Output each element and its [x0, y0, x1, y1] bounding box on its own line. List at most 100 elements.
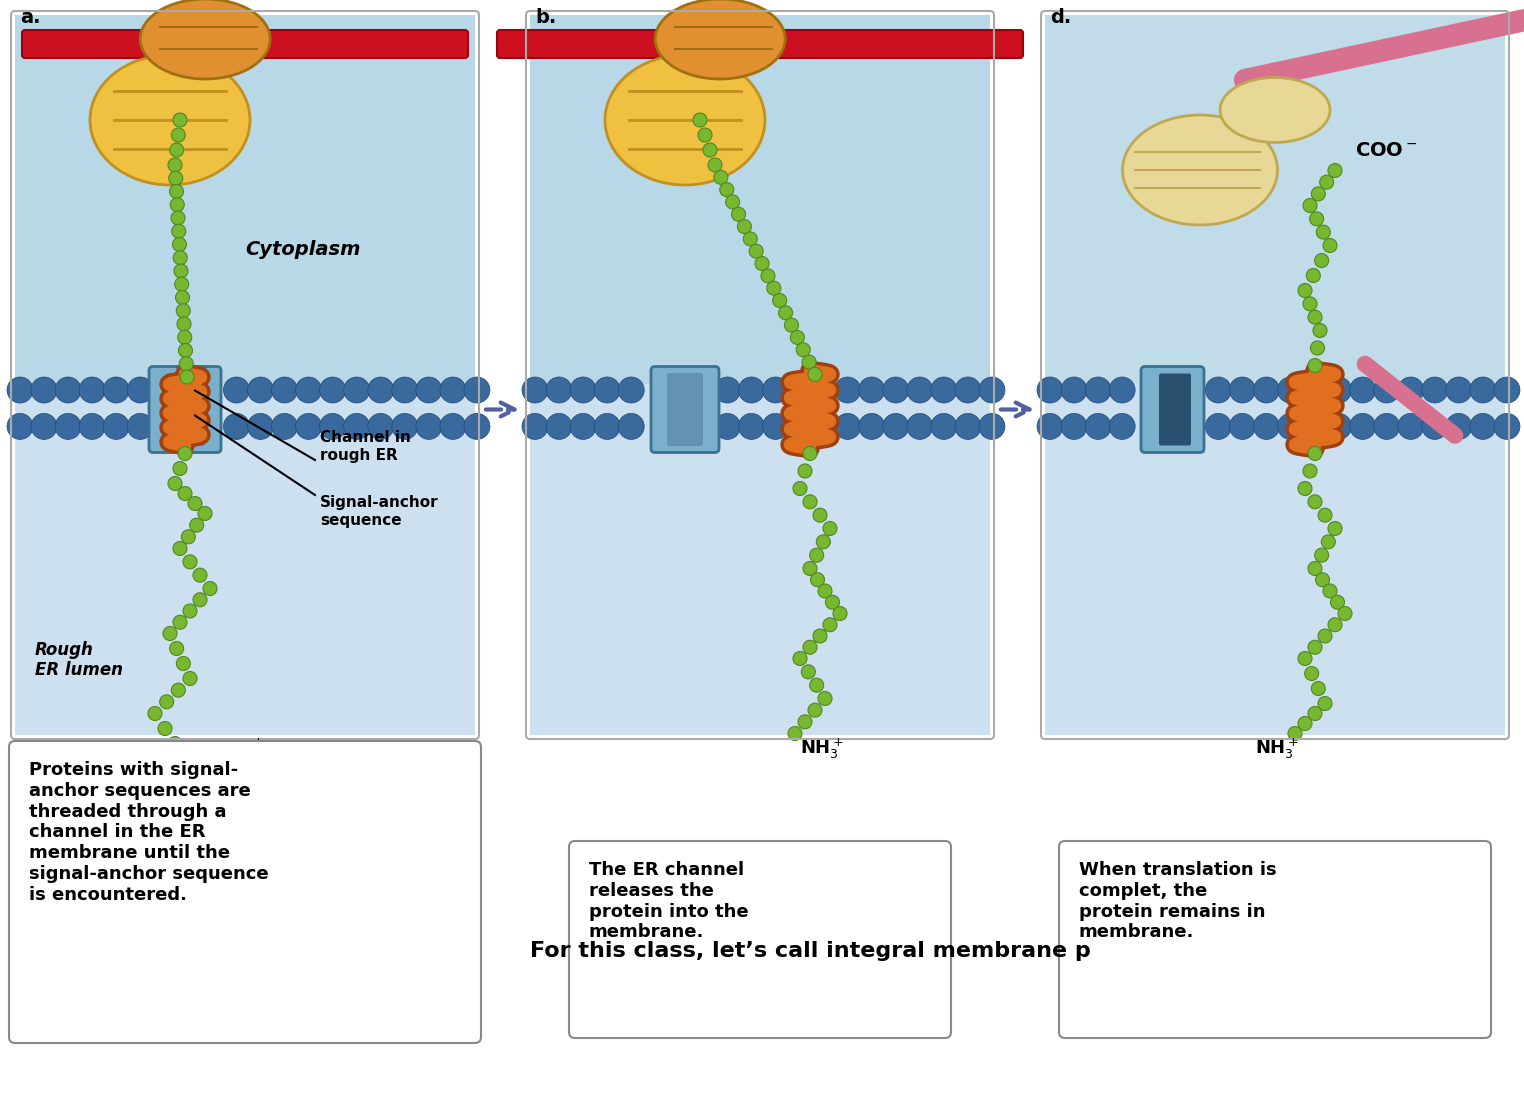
Text: Rough: Rough	[35, 641, 94, 659]
Circle shape	[698, 128, 712, 142]
Text: Channel in: Channel in	[320, 430, 411, 446]
Ellipse shape	[90, 55, 250, 185]
Circle shape	[183, 604, 197, 618]
Circle shape	[126, 377, 154, 403]
Circle shape	[247, 377, 273, 403]
Circle shape	[788, 726, 802, 740]
Circle shape	[160, 695, 174, 708]
Circle shape	[1298, 716, 1312, 730]
Circle shape	[1085, 414, 1111, 439]
Circle shape	[792, 482, 808, 495]
Circle shape	[812, 629, 828, 644]
Circle shape	[55, 414, 81, 439]
FancyBboxPatch shape	[165, 374, 206, 446]
Circle shape	[1109, 414, 1135, 439]
Text: sequence: sequence	[320, 513, 402, 528]
Circle shape	[180, 370, 194, 384]
Circle shape	[180, 356, 194, 371]
Circle shape	[416, 377, 442, 403]
Circle shape	[882, 377, 908, 403]
Text: For this class, let’s call integral membrane p: For this class, let’s call integral memb…	[530, 940, 1091, 961]
Circle shape	[693, 113, 707, 127]
Circle shape	[858, 414, 885, 439]
Circle shape	[767, 282, 780, 295]
Circle shape	[416, 414, 442, 439]
Circle shape	[1320, 175, 1334, 189]
Circle shape	[1315, 253, 1329, 267]
Circle shape	[30, 414, 56, 439]
Circle shape	[1326, 377, 1352, 403]
Circle shape	[750, 244, 764, 258]
Circle shape	[1314, 323, 1327, 338]
Circle shape	[523, 414, 549, 439]
Circle shape	[1311, 341, 1324, 355]
Circle shape	[725, 195, 739, 209]
Circle shape	[392, 377, 418, 403]
Circle shape	[823, 521, 837, 536]
Circle shape	[189, 518, 204, 532]
FancyBboxPatch shape	[1059, 842, 1490, 1038]
Circle shape	[811, 377, 837, 403]
Circle shape	[1308, 706, 1321, 721]
Circle shape	[785, 318, 799, 332]
Circle shape	[1061, 414, 1087, 439]
Circle shape	[818, 584, 832, 598]
Circle shape	[463, 377, 489, 403]
Circle shape	[808, 703, 821, 717]
Circle shape	[1253, 414, 1280, 439]
Circle shape	[1301, 377, 1327, 403]
Circle shape	[183, 671, 197, 685]
Circle shape	[1230, 414, 1256, 439]
Ellipse shape	[1221, 77, 1330, 143]
Circle shape	[703, 143, 716, 157]
Circle shape	[773, 294, 786, 308]
Circle shape	[296, 414, 322, 439]
Circle shape	[931, 414, 957, 439]
Circle shape	[1422, 377, 1448, 403]
Text: d.: d.	[1050, 8, 1071, 28]
Circle shape	[1253, 377, 1280, 403]
Circle shape	[320, 377, 346, 403]
Circle shape	[546, 377, 572, 403]
Circle shape	[183, 554, 197, 569]
Circle shape	[792, 651, 808, 666]
Circle shape	[1308, 495, 1321, 509]
Circle shape	[271, 414, 297, 439]
Circle shape	[1205, 414, 1231, 439]
Circle shape	[1309, 212, 1324, 226]
Circle shape	[1308, 310, 1321, 324]
Circle shape	[1446, 377, 1472, 403]
FancyBboxPatch shape	[1045, 15, 1506, 384]
Circle shape	[1277, 414, 1303, 439]
Circle shape	[1398, 377, 1423, 403]
Circle shape	[744, 232, 757, 246]
Circle shape	[344, 414, 370, 439]
Circle shape	[732, 207, 745, 221]
Circle shape	[174, 251, 187, 265]
Circle shape	[882, 414, 908, 439]
Circle shape	[1109, 377, 1135, 403]
FancyBboxPatch shape	[1141, 366, 1204, 452]
Circle shape	[760, 268, 774, 283]
Circle shape	[1471, 377, 1497, 403]
Circle shape	[178, 330, 192, 344]
Circle shape	[463, 414, 489, 439]
Circle shape	[1085, 377, 1111, 403]
Circle shape	[174, 615, 187, 629]
Circle shape	[619, 377, 645, 403]
Circle shape	[799, 464, 812, 478]
Text: When translation is
complet, the
protein remains in
membrane.: When translation is complet, the protein…	[1079, 861, 1277, 942]
Circle shape	[1298, 284, 1312, 297]
Circle shape	[163, 627, 177, 640]
Circle shape	[818, 692, 832, 705]
Circle shape	[169, 185, 183, 198]
Circle shape	[224, 377, 250, 403]
FancyBboxPatch shape	[568, 842, 951, 1038]
Circle shape	[1298, 482, 1312, 495]
Text: NH$_3^+$: NH$_3^+$	[1254, 737, 1298, 761]
Circle shape	[172, 224, 186, 239]
FancyBboxPatch shape	[15, 15, 475, 384]
Circle shape	[956, 414, 981, 439]
Circle shape	[171, 211, 184, 226]
Circle shape	[1303, 297, 1317, 311]
